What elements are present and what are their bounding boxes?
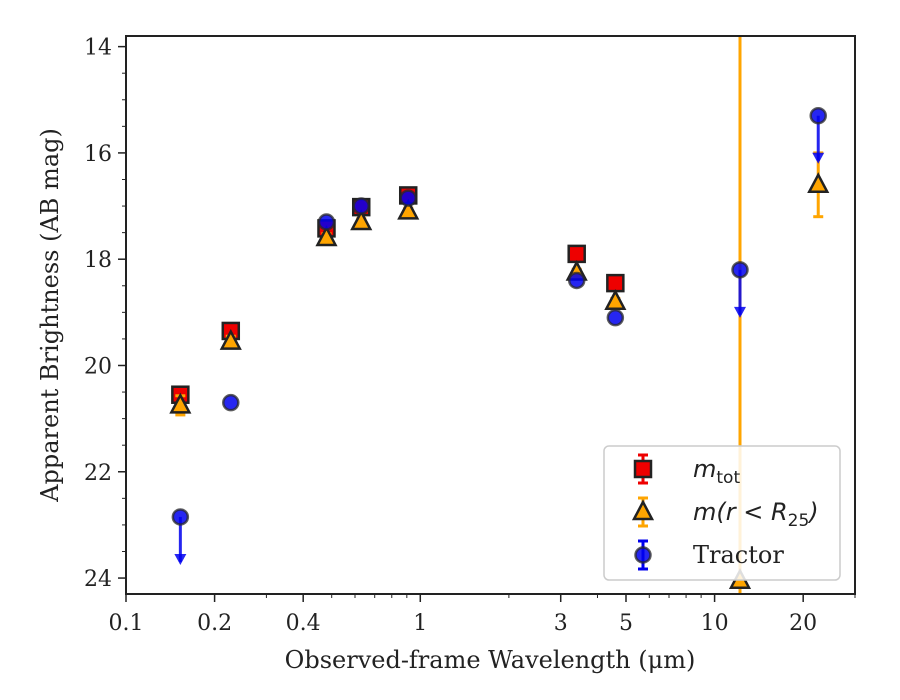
data-point	[604, 289, 627, 310]
x-tick-label: 10	[701, 611, 729, 636]
data-point	[397, 198, 420, 220]
data-point	[222, 393, 240, 412]
data-point	[317, 213, 336, 231]
legend-marker	[633, 459, 653, 479]
y-tick-label: 20	[84, 354, 112, 379]
legend-marker	[634, 546, 652, 564]
data-point	[807, 172, 830, 194]
data-point	[606, 308, 625, 327]
legend-label: m(r < R25)	[693, 498, 819, 531]
y-tick-label: 16	[84, 142, 112, 167]
data-point	[731, 261, 749, 279]
data-point	[399, 189, 417, 207]
y-tick-label: 22	[84, 461, 112, 486]
x-tick-label: 5	[619, 611, 633, 636]
y-tick-label: 18	[84, 248, 112, 273]
data-point	[350, 209, 373, 231]
x-tick-label: 1	[413, 611, 427, 636]
x-tick-label: 20	[789, 611, 817, 636]
data-point	[352, 197, 370, 215]
legend: mtot m(r < R25) Tractor	[603, 445, 841, 581]
y-tick-label: 24	[84, 567, 112, 592]
x-tick-label: 0.4	[286, 611, 321, 636]
upper-limit-arrowhead	[174, 553, 187, 565]
data-point	[315, 225, 338, 247]
data-point	[606, 273, 625, 293]
legend-label: Tractor	[693, 541, 784, 569]
data-point	[171, 508, 190, 526]
data-point	[809, 106, 827, 125]
series-layer	[169, 36, 830, 594]
legend-box	[603, 445, 841, 581]
x-axis-label: Observed-frame Wavelength (μm)	[285, 646, 696, 674]
plot-frame	[125, 35, 856, 595]
data-point	[567, 244, 586, 264]
x-tick-label: 0.2	[197, 611, 232, 636]
legend-marker	[631, 499, 655, 521]
upper-limit-arrowhead	[812, 152, 825, 164]
x-tick-label: 0.1	[109, 611, 144, 636]
series-2	[171, 106, 827, 565]
axis-ticks: 0.1 0.2 0.4 1 3 5 10 20 14 16 18 20 22 24	[84, 36, 856, 636]
data-point	[219, 328, 242, 350]
legend-label: mtot	[693, 455, 740, 488]
y-tick-label: 14	[84, 36, 112, 61]
data-point	[567, 271, 586, 290]
data-point	[169, 392, 192, 414]
x-tick-label: 3	[554, 611, 568, 636]
upper-limit-arrowhead	[734, 306, 747, 318]
y-axis-label: Apparent Brightness (AB mag)	[36, 128, 64, 503]
